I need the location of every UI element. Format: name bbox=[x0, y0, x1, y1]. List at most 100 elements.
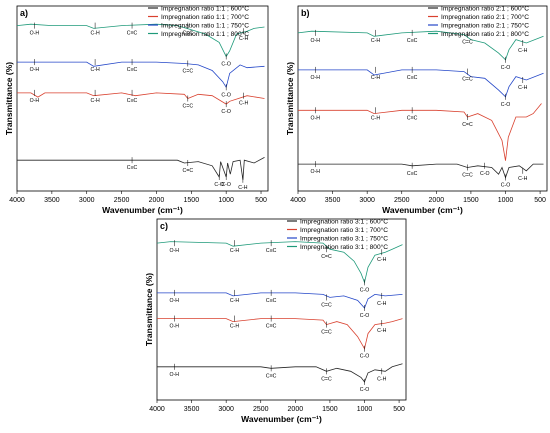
peak-label: C-H bbox=[371, 115, 380, 121]
peak-label: O-H bbox=[170, 324, 180, 330]
y-axis-label: Transmittance (%) bbox=[285, 62, 295, 135]
x-tick-label: 2500 bbox=[114, 197, 130, 204]
peak-label: C=C bbox=[183, 31, 194, 37]
peak-label: O-H bbox=[170, 248, 180, 254]
peak-label: O-H bbox=[170, 372, 180, 378]
legend-label: Impregnation ratio 3:1 ; 700°C bbox=[300, 226, 388, 234]
x-tick-label: 2000 bbox=[149, 197, 165, 204]
chart-panel-1: a) 4000 3500 3000 2500 2000 1500 1000 500 Wavenum… bbox=[4, 4, 269, 215]
peak-label: C≡C bbox=[407, 115, 418, 121]
x-tick-label: 1500 bbox=[463, 197, 479, 204]
chart-panel-3: c) 4000 3500 3000 2500 2000 1500 1000 500 Wavenum… bbox=[144, 217, 407, 424]
peak-label: C-O bbox=[501, 65, 511, 71]
legend-label: Impregnation ratio 1:1 ; 800°C bbox=[161, 30, 249, 38]
peak-label: C=C bbox=[183, 68, 194, 74]
peak-label: C≡C bbox=[127, 31, 138, 37]
x-tick-label: 3500 bbox=[325, 197, 341, 204]
series-line-600 bbox=[17, 157, 265, 180]
peak-label: C≡C bbox=[127, 67, 138, 73]
series-line-750 bbox=[298, 69, 544, 98]
peak-label: C≡C bbox=[266, 373, 277, 379]
peak-label: C≡C bbox=[266, 324, 277, 330]
peak-label: C-O bbox=[221, 109, 231, 115]
peak-label: O-H bbox=[170, 298, 180, 304]
x-tick-label: 1000 bbox=[218, 197, 234, 204]
peak-label: C-H bbox=[371, 75, 380, 81]
peak-label: C-H bbox=[377, 328, 386, 334]
x-tick-label: 1500 bbox=[184, 197, 200, 204]
peak-label: C-H bbox=[230, 298, 239, 304]
peak-label: C-H bbox=[377, 301, 386, 307]
series-line-700 bbox=[298, 103, 542, 161]
peak-label: C=C bbox=[321, 254, 332, 260]
peak-label: O-H bbox=[30, 67, 40, 73]
x-tick-label: 1000 bbox=[498, 197, 514, 204]
series-line-700 bbox=[17, 92, 265, 105]
peak-label: C-H bbox=[90, 98, 99, 104]
legend-label: Impregnation ratio 3:1 ; 750°C bbox=[300, 234, 388, 242]
legend-label: Impregnation ratio 2:1 ; 600°C bbox=[441, 4, 529, 12]
peak-label: C-H bbox=[90, 67, 99, 73]
peak-label: C-H bbox=[238, 185, 247, 191]
x-tick-label: 1500 bbox=[322, 406, 338, 413]
x-tick-label: 500 bbox=[393, 406, 405, 413]
peak-label: C-O bbox=[221, 182, 231, 188]
x-tick-label: 500 bbox=[255, 197, 267, 204]
x-tick-label: 4000 bbox=[290, 197, 306, 204]
x-axis-label: Wavenumber (cm⁻¹) bbox=[241, 414, 322, 424]
y-axis-label: Transmittance (%) bbox=[4, 62, 14, 135]
peak-label: C≡C bbox=[127, 98, 138, 104]
series-line-700 bbox=[157, 318, 403, 350]
panel-label: a) bbox=[20, 8, 28, 18]
peak-label: C-O bbox=[360, 387, 370, 393]
plot-frame bbox=[297, 5, 548, 192]
peak-label: C-H bbox=[239, 101, 248, 107]
peak-label: C=C bbox=[462, 40, 473, 46]
x-tick-label: 2500 bbox=[253, 406, 269, 413]
peak-label: C-H bbox=[518, 48, 527, 54]
x-tick-label: 3500 bbox=[44, 197, 60, 204]
peak-label: O-H bbox=[30, 31, 40, 37]
peak-label: C-O bbox=[214, 182, 224, 188]
x-tick-label: 4000 bbox=[149, 406, 165, 413]
series-line-750 bbox=[157, 292, 403, 309]
x-axis-label: Wavenumber (cm⁻¹) bbox=[382, 205, 463, 215]
peak-label: C≡C bbox=[407, 38, 418, 44]
x-tick-label: 3000 bbox=[218, 406, 234, 413]
series-line-800 bbox=[16, 23, 265, 58]
x-tick-label: 1000 bbox=[357, 406, 373, 413]
peak-label: O-H bbox=[311, 75, 321, 81]
series-line-600 bbox=[157, 363, 403, 383]
peak-label: C≡C bbox=[266, 248, 277, 254]
x-tick-label: 3500 bbox=[184, 406, 200, 413]
x-tick-label: 3000 bbox=[359, 197, 375, 204]
peak-label: C-H bbox=[518, 176, 527, 182]
peak-label: C-H bbox=[230, 324, 239, 330]
peak-label: C=C bbox=[321, 330, 332, 336]
peak-label: C-H bbox=[518, 85, 527, 91]
legend-label: Impregnation ratio 2:1 ; 700°C bbox=[441, 13, 529, 21]
series-line-800 bbox=[297, 30, 544, 61]
panel-label: c) bbox=[160, 221, 168, 231]
legend-label: Impregnation ratio 1:1 ; 600°C bbox=[161, 4, 249, 12]
peak-label: C=C bbox=[183, 104, 194, 110]
peak-label: C-O bbox=[221, 92, 231, 98]
peak-label: C=C bbox=[321, 302, 332, 308]
series-line-600 bbox=[298, 163, 544, 179]
x-tick-label: 2000 bbox=[429, 197, 445, 204]
peak-label: C-O bbox=[360, 287, 370, 293]
legend-label: Impregnation ratio 2:1 ; 750°C bbox=[441, 21, 529, 29]
peak-label: O-H bbox=[30, 98, 40, 104]
x-axis-label: Wavenumber (cm⁻¹) bbox=[102, 205, 183, 215]
x-tick-label: 2500 bbox=[394, 197, 410, 204]
peak-label: C-H bbox=[230, 248, 239, 254]
peak-label: C=C bbox=[462, 77, 473, 83]
x-tick-label: 4000 bbox=[9, 197, 25, 204]
peak-label: C-H bbox=[377, 257, 386, 263]
x-tick-label: 500 bbox=[534, 197, 546, 204]
series-line-800 bbox=[156, 241, 403, 284]
peak-label: C-O bbox=[480, 171, 490, 177]
peak-label: C≡C bbox=[407, 171, 418, 177]
legend-label: Impregnation ratio 3:1 ; 800°C bbox=[300, 243, 388, 251]
